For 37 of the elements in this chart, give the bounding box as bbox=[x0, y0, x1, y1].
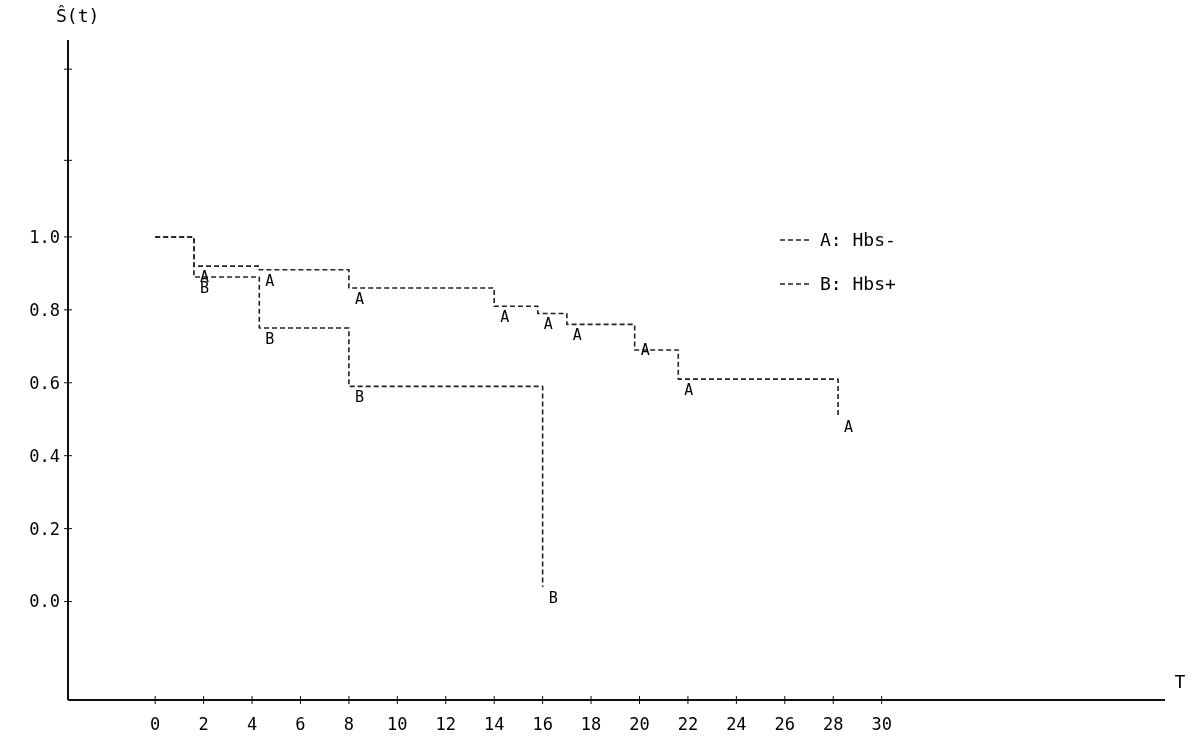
x-tick-label: 14 bbox=[483, 714, 505, 734]
y-tick-label: 0.6 bbox=[29, 372, 60, 393]
legend-label: A: Hbs- bbox=[820, 229, 896, 251]
annotation: A bbox=[265, 271, 275, 290]
annotation: A bbox=[500, 308, 510, 327]
y-tick-label: 1.0 bbox=[29, 226, 60, 247]
annotation: B bbox=[265, 330, 275, 349]
y-axis-title: Ŝ(t) bbox=[56, 5, 100, 26]
x-tick-label: 6 bbox=[295, 714, 306, 734]
annotation: A bbox=[684, 381, 694, 400]
y-tick-label: 0.2 bbox=[29, 518, 60, 539]
x-tick-label: 2 bbox=[198, 714, 209, 734]
y-tick-label: 0.0 bbox=[29, 591, 60, 612]
annotation: A bbox=[640, 341, 650, 360]
y-tick-label: 0.4 bbox=[29, 445, 60, 466]
x-tick-label: 20 bbox=[629, 714, 650, 734]
x-tick-label: 30 bbox=[871, 714, 892, 734]
annotation: A bbox=[572, 326, 582, 345]
x-tick-label: 22 bbox=[677, 714, 699, 734]
x-tick-label: 16 bbox=[532, 714, 553, 734]
x-tick-label: 0 bbox=[150, 714, 161, 734]
annotation: A bbox=[354, 289, 364, 308]
x-tick-label: 18 bbox=[580, 714, 602, 734]
x-tick-label: 4 bbox=[246, 714, 258, 734]
y-tick-label: 0.8 bbox=[29, 299, 60, 320]
annotation: A bbox=[844, 417, 854, 436]
x-tick-label: 8 bbox=[343, 714, 355, 734]
x-tick-label: 12 bbox=[435, 714, 457, 734]
annotation: A bbox=[543, 315, 553, 334]
x-tick-label: 10 bbox=[387, 714, 408, 734]
x-tick-label: 24 bbox=[726, 714, 747, 734]
legend-label: B: Hbs+ bbox=[820, 273, 897, 295]
x-axis-title: T bbox=[1174, 671, 1186, 692]
annotation: B bbox=[354, 388, 364, 407]
annotation: B bbox=[548, 588, 558, 607]
x-tick-label: 26 bbox=[774, 714, 796, 734]
x-tick-label: 28 bbox=[822, 714, 844, 734]
